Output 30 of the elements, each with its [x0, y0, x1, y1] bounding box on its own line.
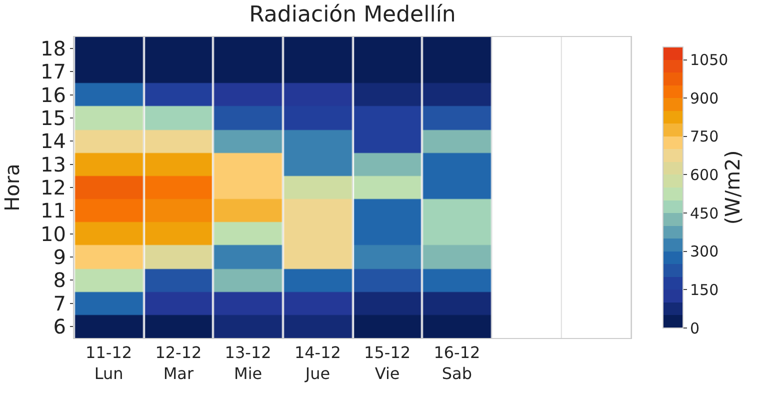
- y-tick-label: 15: [40, 106, 66, 130]
- y-tick-label: 12: [40, 176, 66, 200]
- y-tick-label: 7: [53, 291, 66, 316]
- x-tick-label: 11-12 Lun: [86, 343, 132, 383]
- y-tick-label: 18: [40, 36, 66, 61]
- color-bar-label: 450: [690, 204, 719, 222]
- x-tick-label: 16-12 Sab: [434, 343, 480, 383]
- y-tick-label: 11: [40, 198, 66, 223]
- color-bar-label: 150: [690, 280, 719, 299]
- x-tick-label: 13-12 Mie: [224, 343, 272, 383]
- y-tick-label: 13: [40, 152, 66, 176]
- chart-title: Radiación Medellín: [249, 2, 456, 28]
- x-tick-label: 14-12 Jue: [294, 343, 341, 383]
- y-tick-label: 6: [53, 314, 66, 338]
- color-bar-label: 0: [690, 319, 700, 338]
- x-tick-label: 15-12 Vie: [364, 343, 411, 383]
- y-tick-label: 10: [40, 222, 66, 246]
- y-axis-title: Hora: [0, 164, 24, 212]
- y-tick-label: 9: [53, 244, 66, 269]
- color-bar-label: 300: [690, 242, 719, 261]
- color-bar-label: 900: [690, 89, 719, 108]
- y-tick-label: 16: [40, 82, 66, 107]
- y-tick-label: 17: [40, 60, 66, 84]
- y-tick-label: 14: [40, 129, 66, 154]
- color-bar-label: 600: [690, 166, 719, 184]
- y-tick-label: 8: [53, 268, 66, 292]
- color-bar-title: (W/m2): [720, 150, 745, 225]
- color-bar-label: 1050: [690, 51, 728, 70]
- x-tick-label: 12-12 Mar: [155, 343, 202, 383]
- color-bar-label: 750: [690, 128, 719, 146]
